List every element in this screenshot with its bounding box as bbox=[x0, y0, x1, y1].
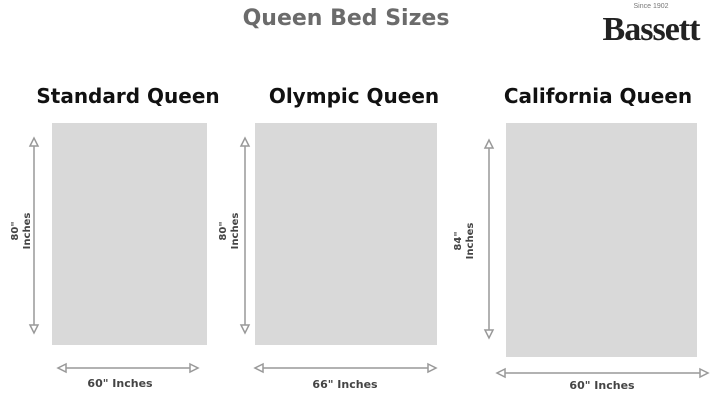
olympic-queen-bed bbox=[255, 123, 437, 345]
olympic-length-label: 80" Inches bbox=[218, 201, 242, 261]
arrowhead bbox=[28, 136, 40, 147]
arrowhead bbox=[56, 362, 67, 374]
arrowhead bbox=[483, 329, 495, 340]
bassett-logo: Since 1902 Bassett bbox=[584, 2, 718, 49]
standard-queen-title: Standard Queen bbox=[36, 84, 220, 108]
length-unit: Inches bbox=[230, 212, 241, 250]
arrowhead bbox=[483, 138, 495, 149]
logo-tagline: Since 1902 bbox=[633, 3, 669, 10]
length-value: 80" bbox=[218, 221, 229, 241]
arrowhead bbox=[189, 362, 200, 374]
page-title: Queen Bed Sizes bbox=[242, 6, 450, 31]
standard-queen-bed bbox=[52, 123, 207, 345]
logo-brand: Bassett bbox=[602, 11, 701, 48]
standard-width-label: 60" Inches bbox=[87, 377, 153, 390]
california-queen-title: California Queen bbox=[503, 84, 693, 108]
arrowhead bbox=[427, 362, 438, 374]
standard-length-label: 80" Inches bbox=[10, 201, 34, 261]
arrowhead bbox=[239, 324, 251, 335]
arrowhead bbox=[253, 362, 264, 374]
arrowhead bbox=[699, 367, 710, 379]
arrowhead bbox=[28, 324, 40, 335]
california-queen-bed bbox=[506, 123, 697, 357]
arrowhead bbox=[495, 367, 506, 379]
length-value: 84" bbox=[453, 231, 464, 251]
olympic-queen-title: Olympic Queen bbox=[268, 84, 440, 108]
length-unit: Inches bbox=[22, 212, 33, 250]
length-value: 80" bbox=[10, 221, 21, 241]
length-unit: Inches bbox=[465, 222, 476, 260]
arrowhead bbox=[239, 136, 251, 147]
california-length-label: 84" Inches bbox=[453, 211, 477, 271]
california-width-label: 60" Inches bbox=[569, 379, 635, 392]
olympic-width-label: 66" Inches bbox=[312, 378, 378, 391]
